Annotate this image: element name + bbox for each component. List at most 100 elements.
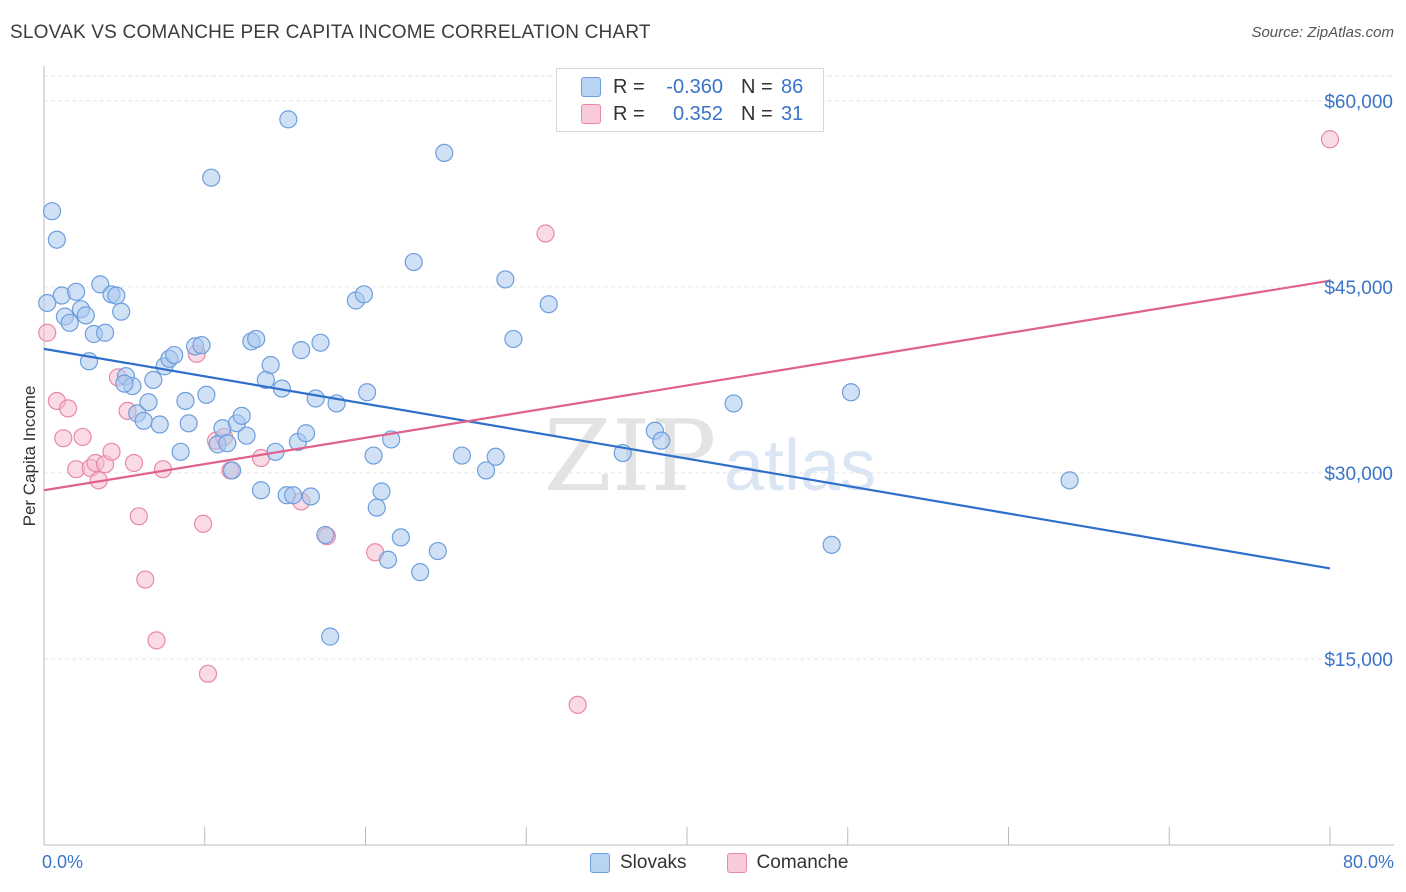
comanche-point: [147, 631, 166, 650]
slovak-point: [150, 415, 169, 434]
y-tick-label: $30,000: [1324, 464, 1393, 485]
y-tick-label: $15,000: [1324, 650, 1393, 671]
slovak-point: [652, 431, 671, 450]
legend-row-slovaks: R = -0.360 N = 86: [581, 74, 803, 100]
y-tick-label: $45,000: [1324, 278, 1393, 299]
slovak-point: [171, 442, 190, 461]
slovak-point: [144, 370, 163, 389]
slovak-point: [165, 345, 184, 365]
slovak-point: [1060, 471, 1079, 490]
slovak-point: [60, 313, 79, 332]
slovak-point: [192, 336, 211, 355]
comanche-point: [1320, 130, 1340, 149]
y-axis-label: Per Capita Income: [20, 385, 39, 527]
legend-swatch-comanche: [581, 104, 601, 124]
slovak-point: [176, 391, 195, 411]
slovak-point: [38, 293, 57, 313]
slovak-point: [237, 426, 256, 445]
slovak-point: [279, 110, 298, 129]
slovak-point: [504, 329, 523, 349]
legend-r-value: -0.360: [666, 75, 723, 98]
slovak-point: [134, 411, 153, 430]
chart-title: SLOVAK VS COMANCHE PER CAPITA INCOME COR…: [10, 22, 651, 43]
slovak-point: [486, 447, 505, 466]
legend-item-comanche: Comanche: [726, 852, 848, 874]
comanche-point: [198, 664, 218, 683]
comanche-point: [54, 429, 73, 448]
series-legend: Slovaks Comanche: [590, 852, 888, 874]
slovak-point: [95, 323, 115, 342]
x-tick-label-min: 0.0%: [42, 852, 84, 872]
legend-n-value: 31: [781, 102, 804, 125]
slovak-point: [435, 143, 454, 162]
comanche-point: [124, 453, 144, 473]
watermark-atlas: atlas: [724, 426, 876, 506]
legend-swatch-slovaks: [590, 853, 610, 873]
slovak-point: [452, 446, 472, 465]
axis-layer: [43, 66, 1394, 846]
slovak-point: [179, 414, 198, 433]
slovak-point: [391, 528, 410, 547]
slovak-point: [202, 168, 221, 187]
comanche-point: [536, 224, 555, 243]
slovak-point: [724, 394, 743, 413]
legend-swatch-slovaks: [581, 77, 601, 97]
slovak-point: [367, 498, 386, 517]
watermark: ZIP atlas: [544, 400, 876, 514]
slovak-point: [139, 393, 158, 412]
grid-layer: [44, 75, 1394, 660]
legend-swatch-comanche: [726, 853, 747, 873]
slovak-point: [364, 446, 383, 465]
chart-source: Source: ZipAtlas.com: [1251, 24, 1394, 41]
comanche-point: [59, 399, 78, 418]
slovak-point: [112, 302, 131, 321]
trend-lines: [43, 279, 1331, 570]
comanche-point: [136, 570, 155, 589]
slovak-point: [115, 374, 134, 393]
correlation-legend: R = -0.360 N = 86 R = 0.352 N = 31: [556, 68, 824, 132]
slovak-point: [372, 482, 391, 501]
y-tick-labels: $15,000 $30,000 $45,000 $60,000: [1324, 92, 1393, 671]
slovak-point: [841, 383, 861, 402]
slovak-point: [354, 285, 373, 304]
legend-n-label: N =: [741, 102, 773, 125]
comanche-point: [194, 514, 213, 533]
slovak-point: [539, 295, 558, 314]
slovak-point: [222, 461, 242, 480]
comanche-point: [568, 695, 587, 714]
comanche-point: [73, 427, 92, 447]
slovak-point: [358, 383, 377, 402]
slovak-point: [306, 389, 325, 408]
legend-n-value: 86: [781, 75, 804, 98]
legend-n-label: N =: [741, 75, 773, 98]
slovak-point: [311, 333, 330, 352]
slovak-point: [42, 202, 62, 221]
slovak-point: [476, 461, 496, 480]
slovak-point: [428, 541, 447, 561]
slovak-point: [197, 385, 216, 404]
legend-r-label: R =: [613, 102, 645, 125]
legend-r-value: 0.352: [672, 102, 723, 125]
series-slovak-points: [38, 110, 1079, 646]
slovak-point: [292, 341, 311, 360]
slovak-point: [232, 406, 251, 425]
slovak-point: [496, 270, 515, 289]
slovak-point: [261, 355, 280, 375]
slovak-point: [822, 535, 841, 554]
legend-r-label: R =: [613, 75, 645, 98]
comanche-point: [38, 323, 57, 342]
slovak-trend-line: [43, 347, 1331, 570]
slovak-point: [316, 525, 335, 545]
x-tick-label-max: 80.0%: [1342, 852, 1394, 872]
comanche-trend-line: [43, 279, 1331, 492]
slovak-point: [76, 306, 95, 325]
slovak-point: [404, 252, 423, 272]
slovak-point: [107, 286, 126, 305]
legend-row-comanche: R = 0.352 N = 31: [581, 101, 803, 127]
legend-item-slovaks: Slovaks: [590, 852, 687, 874]
slovak-point: [411, 563, 430, 582]
slovak-point: [218, 434, 237, 453]
slovak-point: [301, 487, 320, 506]
slovak-point: [378, 550, 398, 569]
